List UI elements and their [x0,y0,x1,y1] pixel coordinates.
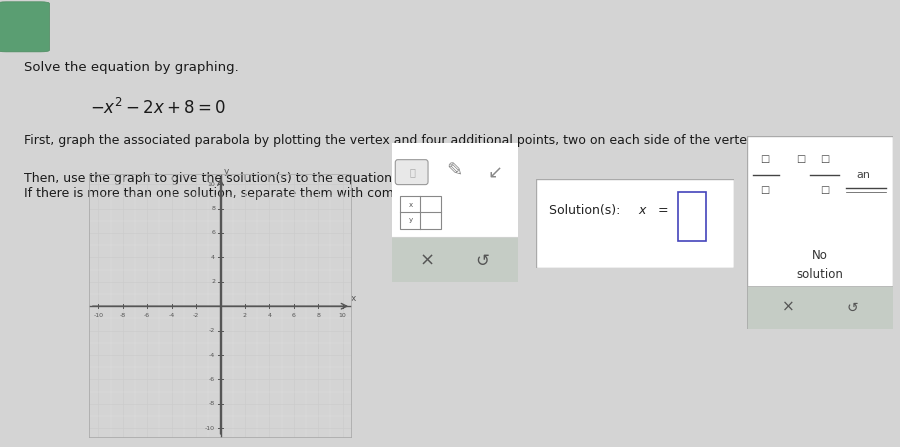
Text: □: □ [760,154,770,164]
Text: -8: -8 [209,401,215,406]
FancyBboxPatch shape [747,286,893,329]
Text: □: □ [820,154,829,164]
Text: ✎: ✎ [446,161,463,180]
Text: -10: -10 [205,426,215,431]
Text: ×: × [419,252,435,270]
FancyBboxPatch shape [536,179,734,268]
Text: 6: 6 [292,313,296,318]
Text: □: □ [796,154,806,164]
FancyBboxPatch shape [747,136,893,329]
Text: 8: 8 [212,206,215,211]
Text: ×: × [781,300,794,315]
Text: Solve the equation by graphing.: Solve the equation by graphing. [24,61,239,74]
Text: =: = [654,203,673,217]
Text: ↺: ↺ [846,300,858,314]
Text: Then, use the graph to give the solution(s) to the equation.
If there is more th: Then, use the graph to give the solution… [24,172,425,200]
Text: ↙: ↙ [487,164,502,182]
FancyBboxPatch shape [389,237,520,284]
Text: -2: -2 [193,313,199,318]
Text: -2: -2 [209,328,215,333]
Text: -10: -10 [94,313,104,318]
Text: 4: 4 [267,313,271,318]
Text: 4: 4 [211,255,215,260]
Text: -4: -4 [209,353,215,358]
Text: Solution(s):: Solution(s): [549,203,625,217]
Text: -6: -6 [144,313,150,318]
Text: an: an [857,170,870,180]
Text: y: y [409,217,412,223]
Text: First, graph the associated parabola by plotting the vertex and four additional : First, graph the associated parabola by … [24,134,759,147]
Text: -8: -8 [120,313,126,318]
Text: $-x^2-2x+8=0$: $-x^2-2x+8=0$ [90,98,226,118]
Text: $x$: $x$ [638,203,648,217]
Text: 10: 10 [338,313,346,318]
Text: -6: -6 [209,377,215,382]
Text: □: □ [760,185,770,195]
Text: 10: 10 [207,181,215,186]
Text: 2: 2 [211,279,215,284]
Bar [400,196,441,229]
FancyBboxPatch shape [678,192,706,241]
Text: □: □ [820,185,829,195]
FancyBboxPatch shape [0,2,50,52]
Text: 8: 8 [316,313,320,318]
Text: ↺: ↺ [475,252,490,270]
Text: 2: 2 [243,313,247,318]
Text: -4: -4 [168,313,175,318]
Text: ⬜: ⬜ [410,167,415,177]
Text: 6: 6 [212,231,215,236]
FancyBboxPatch shape [389,140,520,284]
Text: y: y [223,167,229,177]
FancyBboxPatch shape [395,160,428,185]
Text: No: No [812,249,828,262]
Text: x: x [351,294,356,303]
Text: v: v [20,21,27,31]
Text: solution: solution [796,268,843,281]
Text: x: x [409,202,412,208]
